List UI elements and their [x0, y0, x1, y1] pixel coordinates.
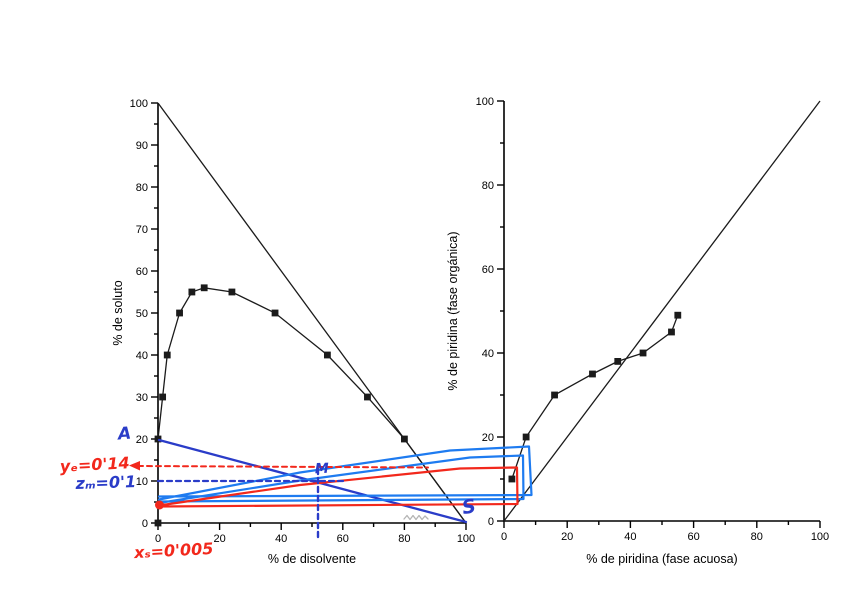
- solvent-point-dot: [155, 500, 164, 510]
- right-y-tick-label: 60: [482, 264, 494, 276]
- right-equilibrium-curve: [511, 314, 679, 480]
- point-s-label: S: [460, 495, 477, 519]
- left-y-tick-label: 60: [136, 266, 148, 278]
- left-binodal-curve-marker: [401, 435, 408, 443]
- tie-connector-red: [157, 466, 519, 508]
- left-x-tick-label: 60: [337, 533, 349, 545]
- left-x-tick-label: 0: [155, 533, 161, 545]
- ye-arrowhead: [129, 461, 140, 471]
- right-y-tick-label: 40: [482, 348, 494, 360]
- left-origin-point-marker: [154, 519, 162, 527]
- left-y-tick-label: 30: [136, 392, 148, 404]
- left-binodal-curve-marker: [154, 435, 162, 443]
- left-y-tick-label: 100: [130, 98, 148, 110]
- left-y-axis-title: % de soluto: [111, 280, 125, 345]
- zm-value-label: zₘ=0'1: [74, 472, 136, 493]
- ye-dashed-line: [137, 465, 429, 469]
- left-y-tick-label: 40: [136, 350, 148, 362]
- right-y-tick-label: 20: [482, 432, 494, 444]
- left-binodal-curve-marker: [228, 288, 236, 296]
- right-x-tick-label: 40: [624, 531, 636, 543]
- right-equilibrium-curve-marker: [674, 311, 682, 319]
- right-equilibrium-curve-marker: [639, 349, 647, 357]
- left-binodal-curve-marker: [200, 284, 208, 292]
- left-x-tick-label: 20: [213, 533, 225, 545]
- right-equilibrium-curve-marker: [668, 328, 675, 336]
- right-equilibrium-curve-marker: [614, 358, 622, 365]
- left-binodal-curve-marker: [176, 309, 183, 317]
- left-binodal-curve-marker: [364, 393, 371, 401]
- right-y-axis-title: % de piridina (fase orgánica): [446, 231, 460, 390]
- right-y-tick-label: 100: [476, 96, 494, 108]
- left-y-tick-label: 90: [136, 140, 148, 152]
- left-binodal-curve-marker: [188, 288, 196, 296]
- left-y-tick-label: 0: [142, 518, 148, 530]
- left-x-tick-label: 40: [275, 533, 287, 545]
- left-y-tick-label: 50: [136, 308, 148, 320]
- point-a-label: A: [115, 424, 132, 445]
- right-equilibrium-curve-marker: [551, 391, 558, 399]
- left-binodal-curve-marker: [324, 351, 331, 359]
- left-y-tick-label: 20: [136, 434, 148, 446]
- left-x-axis-title: % de disolvente: [268, 552, 356, 566]
- left-binodal-curve-marker: [159, 393, 167, 401]
- right-equilibrium-curve-marker: [522, 433, 530, 441]
- right-y-tick-label: 0: [488, 516, 494, 528]
- right-diagonal-reference-line: [503, 100, 821, 522]
- axis-scribble: [403, 514, 429, 521]
- tie-connector-inner: [157, 454, 525, 505]
- left-binodal-curve-marker: [271, 309, 279, 317]
- right-x-tick-label: 80: [751, 531, 763, 543]
- right-x-tick-label: 100: [811, 531, 829, 543]
- right-x-tick-label: 20: [561, 531, 573, 543]
- left-y-tick-label: 10: [136, 476, 148, 488]
- point-m-label: M: [315, 461, 330, 477]
- right-x-axis-title: % de piridina (fase acuosa): [586, 552, 737, 566]
- left-y-tick-label: 80: [136, 182, 148, 194]
- left-binodal-curve: [157, 287, 467, 524]
- right-equilibrium-curve-marker: [589, 370, 596, 378]
- right-x-tick-label: 0: [501, 531, 507, 543]
- ye-value-label: yₑ=0'14: [59, 453, 130, 476]
- right-x-tick-label: 60: [687, 531, 699, 543]
- right-y-tick-label: 80: [482, 180, 494, 192]
- left-y-tick-label: 70: [136, 224, 148, 236]
- left-x-tick-label: 100: [457, 533, 475, 545]
- left-x-tick-label: 80: [398, 533, 410, 545]
- left-binodal-curve-marker: [163, 351, 171, 359]
- right-equilibrium-curve-marker: [508, 475, 516, 483]
- xs-value-label: xₛ=0'005: [133, 539, 214, 562]
- tie-connector-outer: [157, 445, 533, 501]
